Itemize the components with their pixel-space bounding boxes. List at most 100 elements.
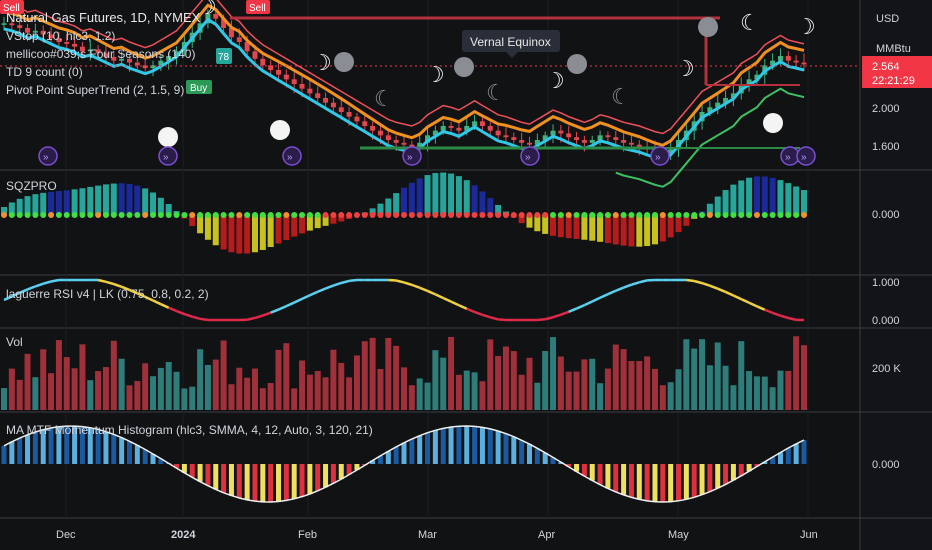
- sqz-dot: [738, 212, 745, 218]
- momentum-bar: [683, 464, 689, 500]
- candle-body: [472, 121, 478, 126]
- momentum-bar: [385, 451, 391, 464]
- laguerre-segment: [270, 308, 279, 314]
- momentum-bar: [134, 445, 140, 464]
- momentum-bar: [581, 464, 587, 477]
- momentum-bar: [793, 443, 799, 464]
- momentum-tick: 0.000: [872, 459, 900, 471]
- volume-bar: [557, 356, 564, 410]
- candle-body: [323, 98, 329, 103]
- crescent-moon-icon: ☽: [197, 0, 217, 19]
- candle-body: [283, 74, 289, 80]
- sqz-bar: [244, 215, 251, 254]
- candle-body: [377, 130, 383, 136]
- sqz-dot: [440, 212, 447, 218]
- candle-body: [228, 28, 234, 38]
- momentum-bar: [283, 464, 289, 501]
- sqz-dot: [479, 212, 486, 218]
- momentum-bar: [801, 439, 807, 464]
- sqz-dot: [314, 212, 321, 218]
- candle-body: [64, 42, 70, 44]
- volume-bar: [455, 374, 462, 410]
- laguerre-segment: [537, 318, 546, 322]
- new-moon-icon: [334, 52, 354, 72]
- momentum-bar: [777, 452, 783, 464]
- sqzpro-pane[interactable]: [1, 172, 807, 254]
- candle-body: [158, 60, 164, 66]
- vernal-equinox-tooltip: Vernal Equinox: [462, 30, 560, 58]
- laguerre-segment: [709, 284, 719, 290]
- laguerre-segment: [11, 291, 21, 298]
- sqz-dot: [283, 212, 290, 218]
- sqz-bar: [189, 215, 196, 227]
- sqz-dot: [777, 212, 784, 218]
- candle-body: [40, 30, 46, 35]
- volume-bar: [283, 343, 290, 410]
- vernal-equinox-label: Vernal Equinox: [470, 35, 551, 49]
- volume-pane[interactable]: [1, 336, 807, 410]
- sqz-dot: [753, 212, 760, 218]
- candle-body: [236, 37, 242, 42]
- volume-bar: [424, 382, 431, 410]
- laguerre-segment: [136, 292, 146, 299]
- sqz-dot: [746, 212, 753, 218]
- sqz-bar: [455, 176, 462, 215]
- volume-bar: [550, 337, 557, 410]
- time-axis: Dec 2024 Feb Mar Apr May Jun: [56, 529, 818, 541]
- momentum-pane[interactable]: [1, 425, 807, 503]
- momentum-bar: [370, 460, 376, 464]
- sqz-bar: [644, 215, 651, 247]
- laguerre-segment: [278, 305, 287, 311]
- sqz-bar: [620, 215, 627, 246]
- sqz-bar: [142, 188, 149, 215]
- laguerre-segment: [701, 281, 711, 287]
- sqz-bar: [471, 185, 478, 215]
- volume-bar: [236, 367, 243, 410]
- price-pane[interactable]: [1, 0, 807, 188]
- laguerre-segment: [458, 304, 468, 310]
- sell-label: Sell: [3, 3, 20, 14]
- indicator-supertrend: Pivot Point SuperTrend (2, 1.5, 9): [6, 83, 184, 97]
- sqz-bar: [251, 215, 258, 253]
- volume-bar: [730, 385, 737, 410]
- volume-bar: [251, 368, 258, 410]
- volume-bar: [40, 349, 47, 410]
- laguerre-segment: [599, 293, 609, 299]
- sqz-bar: [753, 176, 760, 215]
- volume-bar: [487, 339, 494, 410]
- laguerre-segment: [544, 316, 554, 321]
- momentum-bar: [472, 426, 478, 464]
- sqz-bar: [432, 173, 439, 215]
- volume-bar: [691, 348, 698, 410]
- sqz-bar: [628, 215, 635, 247]
- volume-bar: [753, 376, 760, 410]
- momentum-bar: [40, 429, 46, 464]
- volume-bar: [620, 349, 627, 410]
- volume-bar: [675, 369, 682, 410]
- laguerre-segment: [591, 296, 601, 303]
- volume-bar: [55, 340, 62, 410]
- momentum-bar: [605, 464, 611, 489]
- sqz-bar: [95, 185, 102, 215]
- momentum-bar: [738, 464, 744, 476]
- sqzpro-tick: 0.000: [872, 209, 900, 221]
- volume-bar: [377, 368, 384, 410]
- momentum-bar: [307, 464, 313, 494]
- volume-bar: [220, 340, 227, 410]
- sqz-dot: [651, 212, 658, 218]
- sqz-bar: [8, 202, 15, 215]
- crescent-moon-icon: ☾: [611, 84, 631, 109]
- momentum-bar: [621, 464, 627, 495]
- laguerre-segment: [498, 318, 507, 322]
- season-arrow-glyph: »: [801, 152, 807, 163]
- laguerre-pane[interactable]: [3, 278, 805, 322]
- laguerre-segment: [262, 311, 272, 317]
- candle-body: [464, 126, 470, 131]
- volume-bar: [212, 359, 219, 410]
- laguerre-segment: [623, 283, 632, 289]
- laguerre-segment: [333, 281, 342, 287]
- sqz-dot: [448, 212, 455, 218]
- volume-tick: 200 K: [872, 363, 901, 375]
- sell-tag: Sell: [0, 0, 24, 14]
- momentum-bar: [95, 429, 101, 464]
